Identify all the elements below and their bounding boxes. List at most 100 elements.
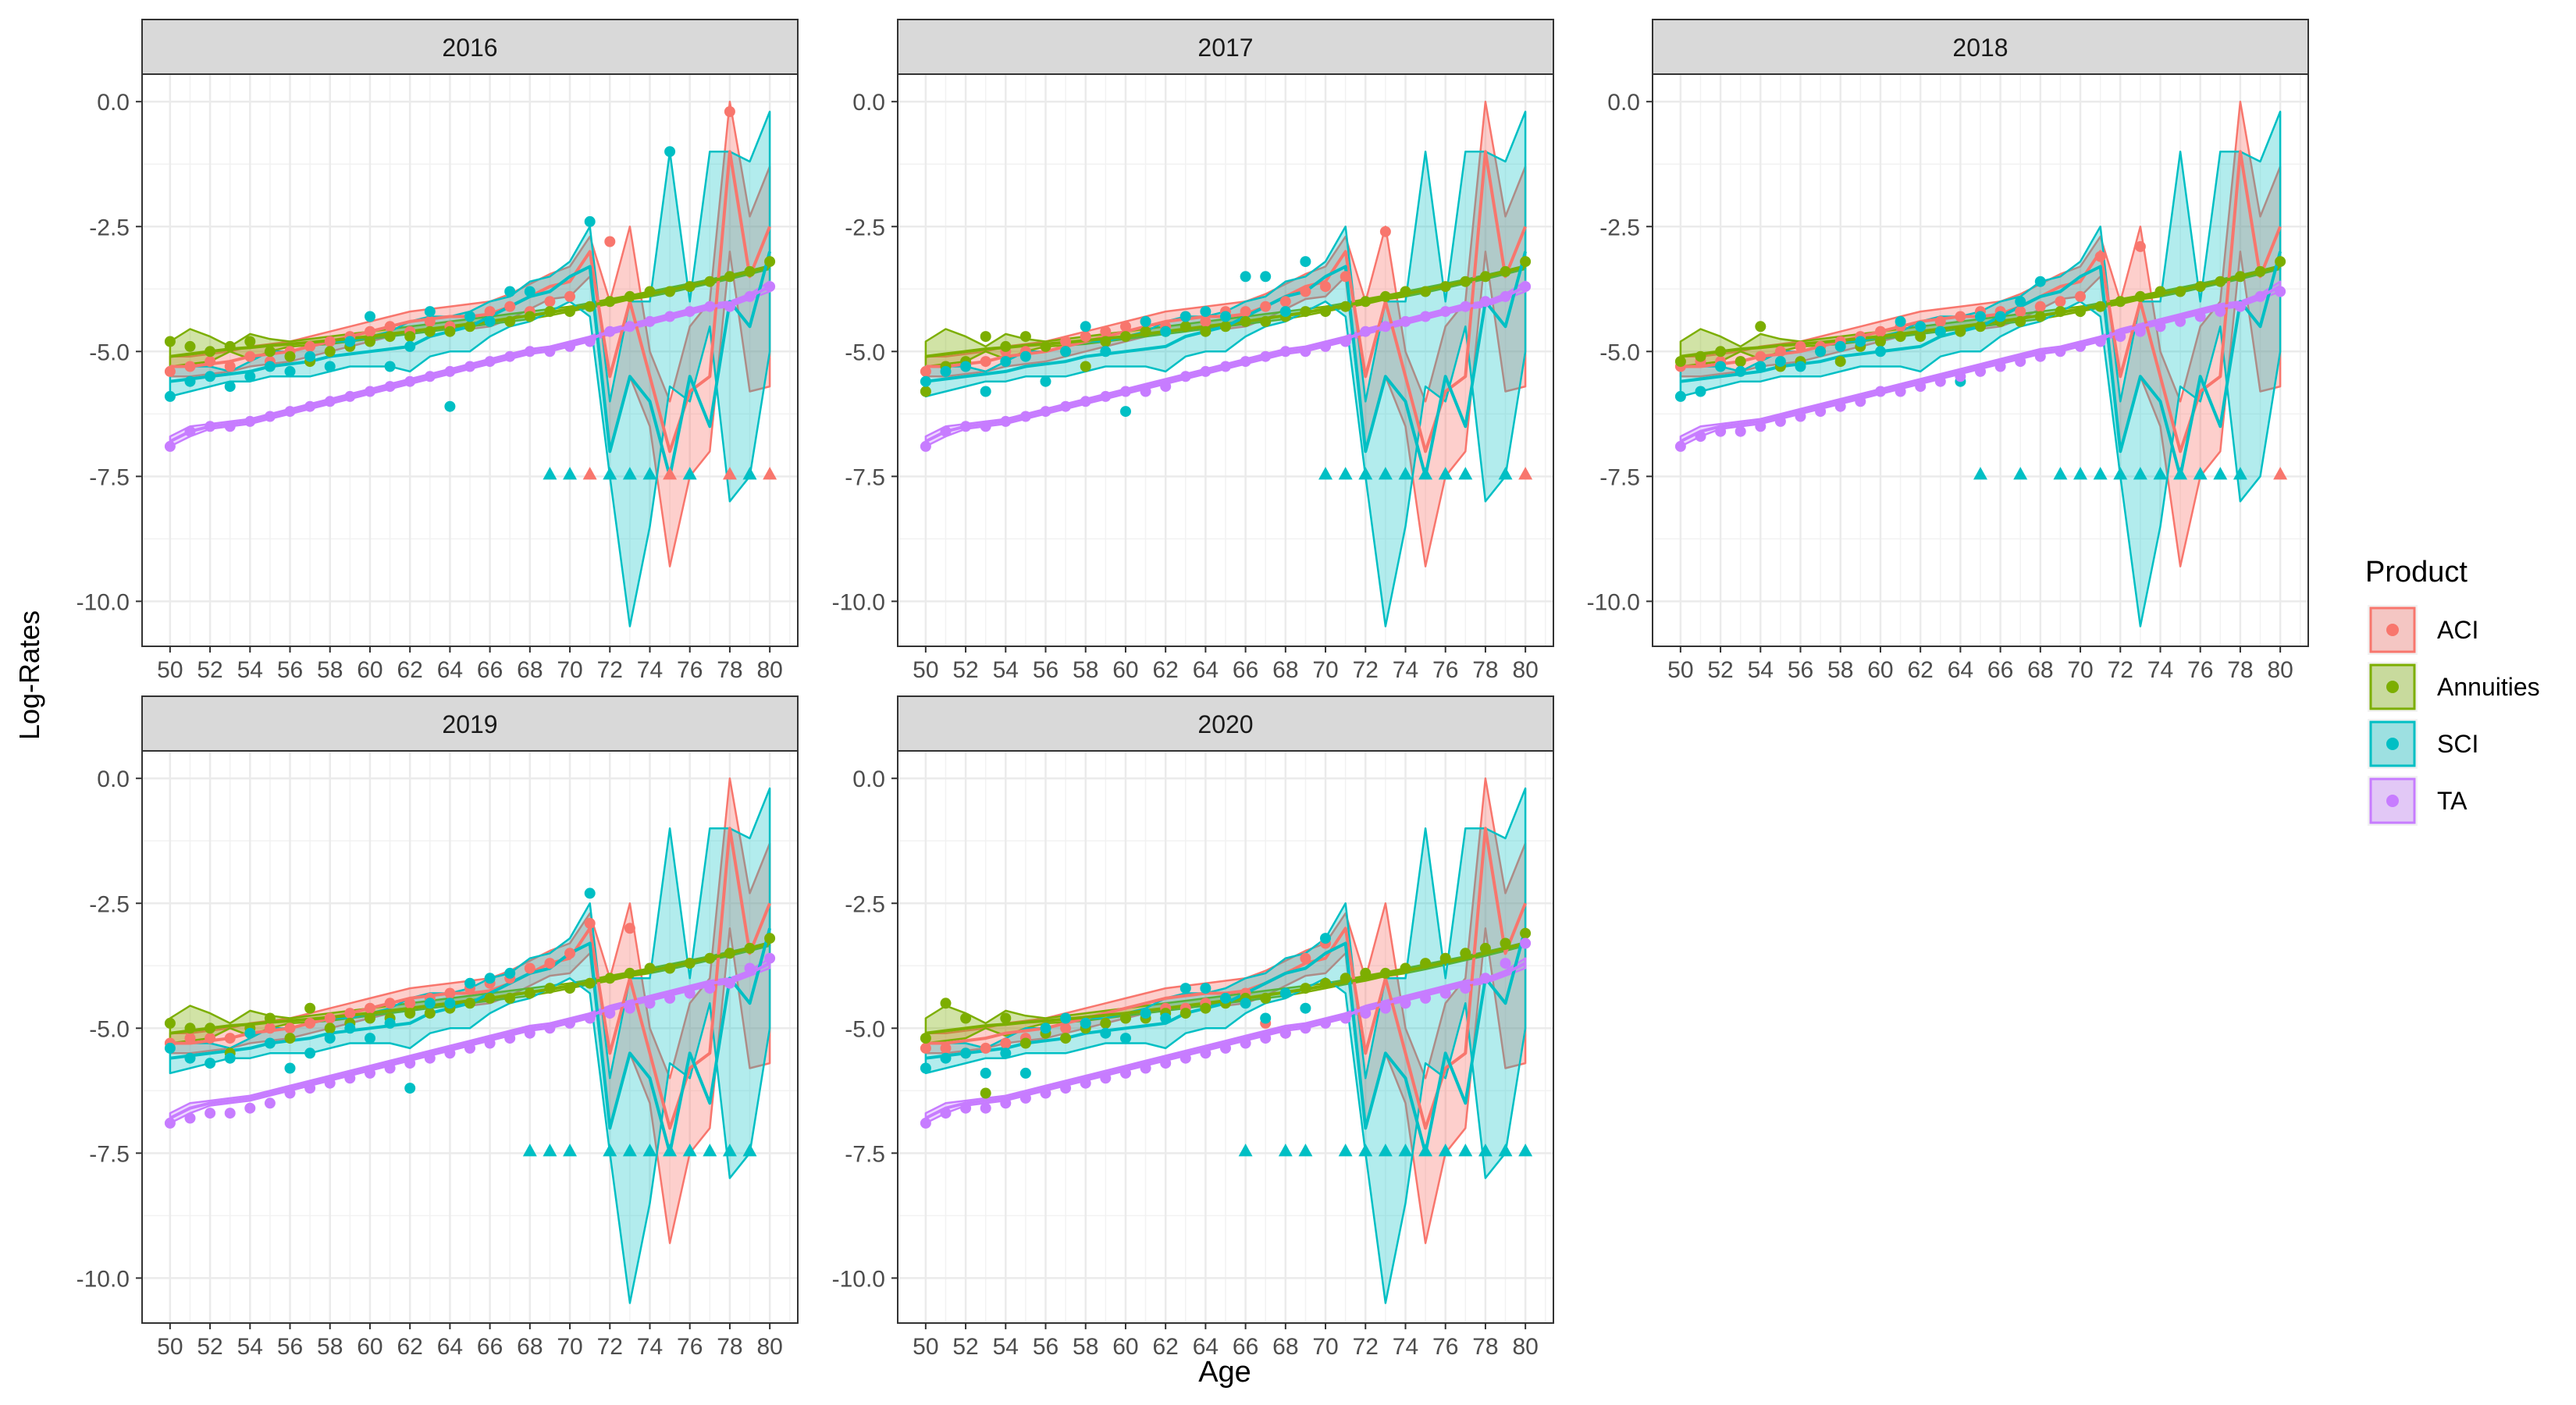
data-point-ta xyxy=(604,325,616,337)
data-point-sci xyxy=(2034,276,2046,287)
data-point-ta xyxy=(1300,1023,1311,1034)
data-point-annuities xyxy=(404,331,416,343)
data-point-ta xyxy=(1340,336,1351,347)
data-point-ta xyxy=(1220,361,1231,372)
data-point-ta xyxy=(304,400,316,412)
data-point-annuities xyxy=(1379,290,1391,302)
data-point-annuities xyxy=(444,325,456,337)
panel-2019: 2019 0.0 -2.5 -5.0 -7.5 -10.0 50 52 54 56 58 60 62 64… xyxy=(76,695,799,1360)
x-tick-label: 68 xyxy=(1272,657,1298,683)
censored-marker-sci xyxy=(563,467,578,480)
data-point-ta xyxy=(1100,1072,1112,1084)
data-point-aci xyxy=(1875,325,1886,337)
x-tick-label: 50 xyxy=(913,657,938,683)
y-tick-label: 0.0 xyxy=(1607,90,1640,116)
data-point-sci xyxy=(324,1033,336,1044)
data-point-annuities xyxy=(544,306,556,318)
data-point-annuities xyxy=(920,386,931,397)
panel-title: 2018 xyxy=(1952,34,2008,62)
data-point-ta xyxy=(1120,1067,1131,1079)
data-point-annuities xyxy=(1120,1012,1131,1024)
data-point-sci xyxy=(1915,321,1927,333)
data-point-ta xyxy=(384,381,396,393)
y-tick-label: -10.0 xyxy=(832,1266,885,1292)
data-point-aci xyxy=(1060,1023,1072,1034)
data-point-sci xyxy=(365,1033,375,1044)
data-point-aci xyxy=(1379,226,1391,237)
x-tick-label: 62 xyxy=(397,1334,422,1360)
data-point-ta xyxy=(1260,350,1272,362)
y-tick-label: -2.5 xyxy=(845,215,885,240)
ribbon-aci xyxy=(924,777,1527,1244)
data-point-annuities xyxy=(1520,927,1532,939)
censored-marker-sci xyxy=(682,467,697,480)
data-point-ta xyxy=(724,301,735,312)
legend: Product ACI Annuities SCI TA xyxy=(2365,556,2540,826)
x-tick-label: 80 xyxy=(756,1334,782,1360)
data-point-annuities xyxy=(1360,296,1372,308)
censored-marker-sci xyxy=(1438,1144,1453,1157)
data-point-sci xyxy=(1300,256,1311,268)
data-point-aci xyxy=(365,1002,375,1014)
data-point-sci xyxy=(1080,1017,1091,1029)
data-point-aci xyxy=(384,998,396,1009)
data-point-ta xyxy=(1060,400,1072,412)
data-point-ta xyxy=(464,361,475,372)
data-point-annuities xyxy=(1895,331,1906,343)
panel-strip xyxy=(141,695,799,752)
data-point-sci xyxy=(524,286,535,297)
data-point-annuities xyxy=(704,952,716,964)
data-point-sci xyxy=(1240,998,1251,1009)
data-point-annuities xyxy=(1019,1037,1031,1049)
plot-border xyxy=(897,73,1554,647)
data-point-sci xyxy=(1994,311,2006,322)
data-point-sci xyxy=(1000,356,1012,368)
data-point-annuities xyxy=(184,1023,196,1034)
data-point-ta xyxy=(1279,1027,1291,1039)
data-point-ta xyxy=(365,386,375,397)
data-point-ta xyxy=(1240,356,1251,368)
data-point-ta xyxy=(764,952,776,964)
data-point-annuities xyxy=(644,286,656,297)
data-point-aci xyxy=(224,361,236,372)
data-point-aci xyxy=(2015,306,2026,318)
plot-border xyxy=(1652,73,2309,647)
data-point-annuities xyxy=(564,306,575,318)
data-point-ta xyxy=(684,306,696,318)
data-point-annuities xyxy=(324,346,336,357)
x-tick-label: 62 xyxy=(1152,1334,1178,1360)
data-point-annuities xyxy=(664,962,676,974)
data-point-ta xyxy=(940,1108,952,1119)
data-point-ta xyxy=(1200,1048,1212,1059)
x-tick-label: 56 xyxy=(277,1334,303,1360)
data-point-annuities xyxy=(1240,315,1251,327)
data-point-ta xyxy=(1300,346,1311,357)
data-point-aci xyxy=(365,325,375,337)
x-tick-label: 68 xyxy=(1272,1334,1298,1360)
x-tick-label: 52 xyxy=(197,657,222,683)
x-tick-label: 72 xyxy=(1353,657,1379,683)
data-point-sci xyxy=(324,361,336,372)
data-point-annuities xyxy=(1439,281,1451,293)
censored-marker-sci xyxy=(2093,467,2108,480)
data-point-aci xyxy=(1320,281,1331,293)
data-point-ta xyxy=(1120,386,1131,397)
x-tick-label: 54 xyxy=(237,657,263,683)
data-point-ta xyxy=(1855,396,1866,407)
censored-marker-aci xyxy=(1518,467,1533,480)
data-point-aci xyxy=(940,1042,952,1054)
data-point-aci xyxy=(484,306,496,318)
data-point-ta xyxy=(264,1097,276,1109)
y-tick-label: 0.0 xyxy=(97,90,130,116)
data-point-ta xyxy=(1895,386,1906,397)
data-point-annuities xyxy=(724,271,735,283)
data-point-sci xyxy=(344,336,356,347)
x-tick-label: 74 xyxy=(637,657,663,683)
x-tick-label: 58 xyxy=(317,1334,343,1360)
x-tick-label: 50 xyxy=(1667,657,1693,683)
censored-marker-sci xyxy=(1238,1144,1253,1157)
data-point-annuities xyxy=(1360,967,1372,979)
data-point-aci xyxy=(564,948,575,959)
censored-marker-sci xyxy=(742,467,757,480)
